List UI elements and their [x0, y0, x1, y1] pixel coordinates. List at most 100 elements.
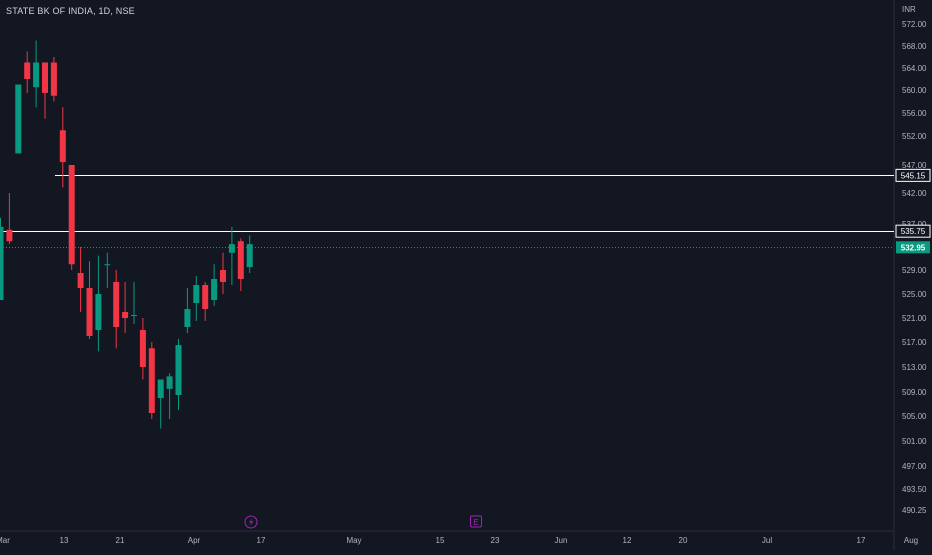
candle-body: [184, 309, 191, 327]
horizontal-lines-layer: [0, 175, 894, 232]
candle-body: [122, 312, 129, 318]
candle-body: [113, 282, 120, 327]
candle-body: [104, 264, 111, 266]
candle: [175, 339, 182, 410]
candle: [237, 238, 244, 291]
candle: [131, 282, 137, 324]
price-tick-label: 521.00: [902, 314, 927, 323]
candle-body: [166, 376, 173, 389]
price-axis[interactable]: 572.00 568.00 564.00 560.00 556.00 552.00 547.…: [902, 20, 927, 515]
candle: [184, 288, 191, 333]
price-tick-label: 513.00: [902, 363, 927, 372]
candle-body: [246, 244, 253, 268]
time-tick-label: 12: [623, 536, 632, 545]
price-tick-label: 537.00: [902, 220, 927, 229]
time-tick-label: 15: [436, 536, 445, 545]
candle: [166, 373, 173, 420]
candle-body: [33, 62, 40, 88]
time-tick-label: Jun: [555, 536, 568, 545]
last-price-label: 532.95: [896, 241, 930, 254]
price-tick-label: 547.00: [902, 161, 927, 170]
currency-label: INR: [902, 5, 916, 14]
price-tick-label: 497.00: [902, 462, 927, 471]
candle-body: [59, 130, 66, 163]
price-labels-layer: 545.15 535.75 532.95: [895, 168, 931, 254]
candle: [157, 379, 164, 429]
time-tick-label: 17: [257, 536, 266, 545]
price-tick-label: 505.00: [902, 412, 927, 421]
candle-body: [42, 62, 48, 93]
price-tick-label: 525.00: [902, 290, 927, 299]
earnings-icon[interactable]: E: [470, 515, 482, 528]
candle: [33, 40, 40, 108]
symbol-title: STATE BK OF INDIA, 1D, NSE: [6, 6, 135, 16]
candle: [246, 235, 253, 273]
time-tick-label: 20: [679, 536, 688, 545]
candle: [202, 282, 209, 321]
price-tick-label: 517.00: [902, 338, 927, 347]
candle-body: [86, 288, 93, 336]
candle: [15, 84, 22, 154]
lightning-icon[interactable]: [244, 515, 258, 529]
price-tick-label: 501.00: [902, 437, 927, 446]
candle: [50, 57, 57, 102]
candle: [220, 252, 226, 294]
price-tick-label: 568.00: [902, 42, 927, 51]
candle: [104, 252, 111, 288]
price-tick-label: 572.00: [902, 20, 927, 29]
candle-body: [0, 226, 4, 300]
candle-body: [68, 165, 75, 265]
candle-body: [6, 229, 13, 242]
candle: [228, 226, 235, 285]
time-tick-label: Jul: [762, 536, 772, 545]
candle-body: [77, 273, 84, 288]
candle-body: [220, 270, 226, 282]
candle: [77, 247, 84, 312]
candle: [113, 270, 120, 349]
events-layer: E: [244, 515, 482, 529]
candle-body: [211, 279, 218, 300]
time-tick-label: 23: [491, 536, 500, 545]
candle: [148, 342, 155, 420]
time-tick-label: 21: [116, 536, 125, 545]
candle: [59, 107, 66, 188]
candle: [24, 51, 31, 93]
candle: [122, 282, 129, 333]
time-axis[interactable]: Mar 13 21 Apr 17 May 15 23 Jun 12 20 Jul 17 Aug: [0, 536, 918, 545]
time-tick-label: Aug: [904, 536, 918, 545]
candle: [211, 264, 218, 306]
candle-body: [228, 244, 235, 253]
time-tick-label: Mar: [0, 536, 10, 545]
time-tick-label: 17: [857, 536, 866, 545]
svg-text:535.75: 535.75: [901, 227, 926, 236]
candle: [68, 165, 75, 270]
price-tick-label: 542.00: [902, 189, 927, 198]
price-tick-label: 529.00: [902, 266, 927, 275]
time-tick-label: Apr: [188, 536, 201, 545]
price-tick-label: 560.00: [902, 86, 927, 95]
candle: [86, 261, 93, 339]
svg-text:532.95: 532.95: [901, 243, 926, 252]
price-tick-label: 552.00: [902, 132, 927, 141]
svg-text:E: E: [473, 518, 478, 527]
candle: [6, 193, 13, 245]
price-tick-label: 564.00: [902, 64, 927, 73]
level-price-label: 545.15: [895, 168, 931, 182]
candles-layer: [0, 40, 253, 429]
candle-body: [15, 84, 22, 154]
price-tick-label: 493.50: [902, 485, 927, 494]
level-price-label: 535.75: [895, 224, 931, 238]
candle-body: [95, 294, 102, 330]
candle-body: [24, 62, 31, 79]
candle-body: [237, 241, 244, 279]
candle: [139, 318, 146, 380]
candle-body: [193, 285, 200, 303]
candle: [0, 217, 4, 300]
candle-body: [50, 62, 57, 96]
candle-body: [148, 348, 155, 413]
candle: [95, 255, 102, 352]
candle-body: [175, 345, 182, 395]
